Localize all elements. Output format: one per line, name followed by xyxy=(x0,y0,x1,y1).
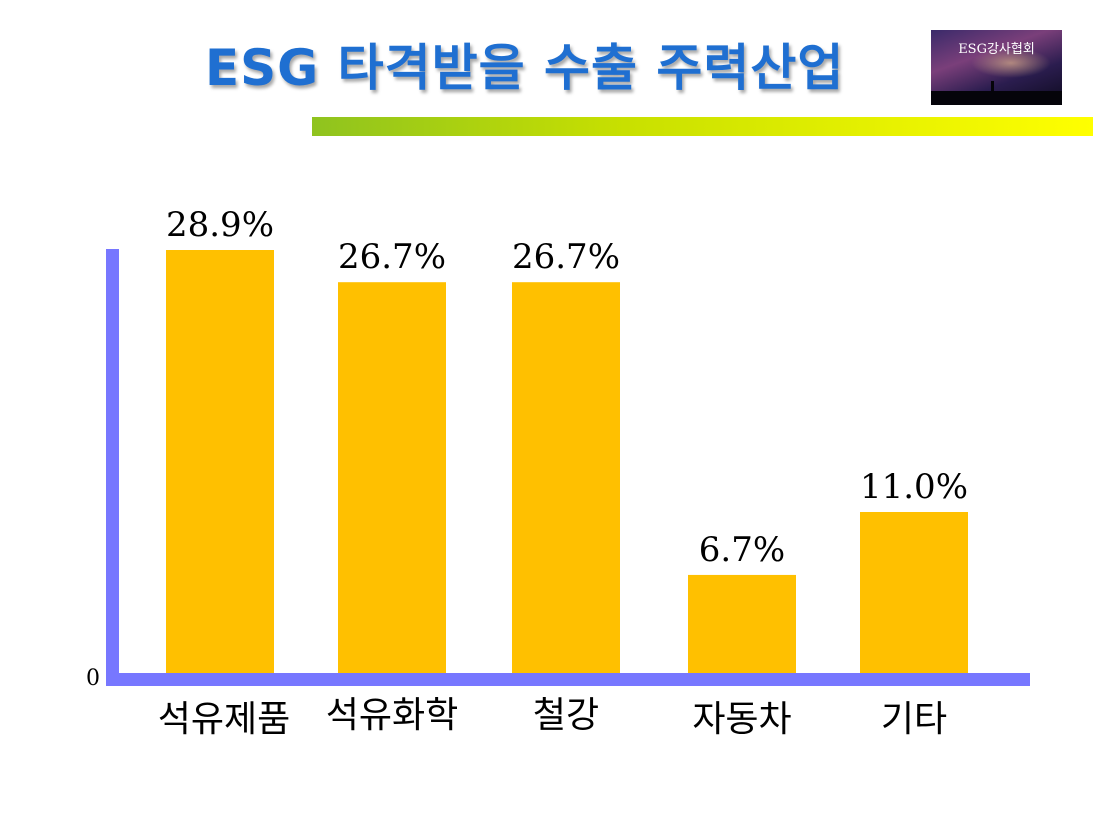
bar xyxy=(166,250,274,673)
x-tick-label: 기타 xyxy=(881,699,947,740)
logo-silhouette xyxy=(991,81,994,93)
x-tick-label: 석유제품 xyxy=(158,699,290,740)
logo-glow xyxy=(971,48,1051,78)
bar xyxy=(860,511,968,673)
chart-title: ESG 타격받을 수출 주력산업 xyxy=(205,39,845,97)
bar xyxy=(688,574,796,673)
title-underline-stripe xyxy=(312,117,1093,136)
data-label: 26.7% xyxy=(338,237,446,277)
data-label: 6.7% xyxy=(699,530,785,570)
y-axis xyxy=(106,249,119,686)
data-label: 28.9% xyxy=(166,205,274,245)
x-axis xyxy=(106,673,1030,686)
data-label: 11.0% xyxy=(860,467,968,507)
bar xyxy=(512,282,620,673)
logo-text: ESG강사협회 xyxy=(958,42,1035,57)
y-tick-label: 0 xyxy=(86,666,100,691)
x-tick-label: 자동차 xyxy=(692,699,791,740)
logo-ground xyxy=(931,91,1062,105)
data-label: 26.7% xyxy=(512,237,620,277)
x-tick-label: 철강 xyxy=(533,695,599,736)
logo: ESG강사협회 xyxy=(931,30,1062,105)
x-tick-label: 석유화학 xyxy=(326,695,458,736)
bar xyxy=(338,282,446,673)
